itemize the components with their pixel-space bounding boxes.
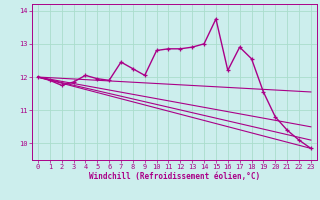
X-axis label: Windchill (Refroidissement éolien,°C): Windchill (Refroidissement éolien,°C): [89, 172, 260, 181]
